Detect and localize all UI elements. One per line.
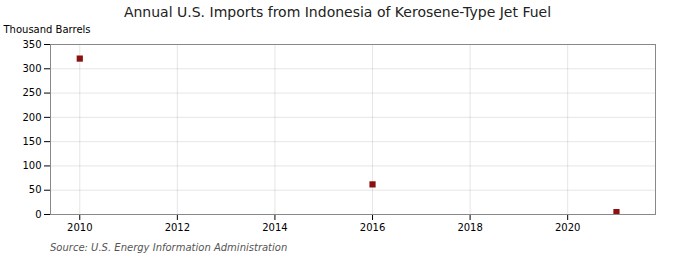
html-text:Source: U.S. Energy Informatio: Source: U.S. Energy Information Administ… bbox=[50, 242, 288, 253]
svg-text:200: 200 bbox=[22, 112, 41, 123]
svg-text:Thousand Barrels: Thousand Barrels bbox=[3, 24, 91, 35]
svg-text:2012: 2012 bbox=[165, 222, 190, 233]
svg-text:2016: 2016 bbox=[360, 222, 385, 233]
svg-text:100: 100 bbox=[22, 160, 41, 171]
svg-text:50: 50 bbox=[29, 184, 42, 195]
svg-text:150: 150 bbox=[22, 136, 41, 147]
svg-text:2010: 2010 bbox=[67, 222, 92, 233]
svg-text:350: 350 bbox=[22, 39, 41, 50]
svg-text:300: 300 bbox=[22, 63, 41, 74]
svg-text:250: 250 bbox=[22, 87, 41, 98]
svg-text:2018: 2018 bbox=[457, 222, 482, 233]
svg-text:0: 0 bbox=[35, 209, 41, 220]
svg-text:2020: 2020 bbox=[555, 222, 580, 233]
html-text:Annual U.S. Imports from Indon: Annual U.S. Imports from Indonesia of Ke… bbox=[123, 4, 552, 20]
svg-text:2014: 2014 bbox=[262, 222, 287, 233]
